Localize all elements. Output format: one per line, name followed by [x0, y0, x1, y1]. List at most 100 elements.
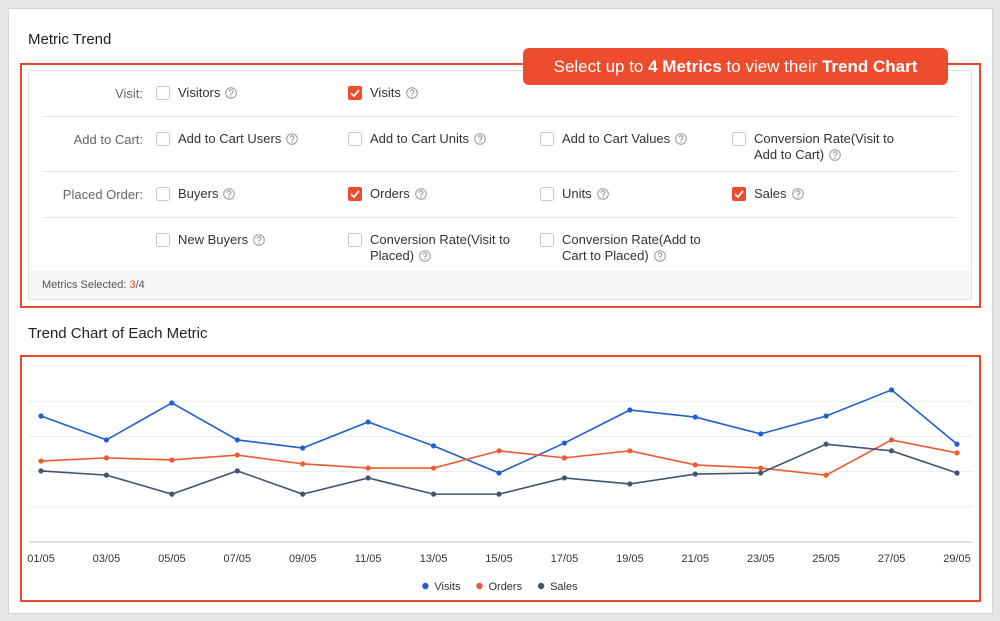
checkbox-box: [348, 233, 362, 247]
option-label: Units: [562, 186, 609, 202]
data-point: [954, 450, 960, 456]
data-point: [758, 470, 764, 476]
checkbox[interactable]: [156, 233, 170, 247]
x-tick-label: 03/05: [93, 553, 121, 565]
metric-option: New Buyers: [156, 232, 348, 264]
option-text: Conversion Rate(Visit to Placed): [370, 232, 510, 263]
help-mark: [256, 236, 262, 242]
metric-option: Orders: [348, 186, 540, 209]
legend-label: Sales: [550, 581, 578, 593]
data-point: [169, 400, 175, 406]
metric-option: Conversion Rate(Visit to Add to Cart): [732, 131, 924, 163]
group-label: Placed Order:: [62, 187, 143, 202]
help-icon: [286, 133, 299, 145]
highlight-box: [20, 63, 981, 308]
chart-title: Trend Chart of Each Metric: [28, 325, 208, 342]
help-dot: [680, 141, 682, 143]
callout-text: to view their: [721, 57, 822, 76]
checkbox[interactable]: [348, 132, 362, 146]
max-count: 4: [138, 279, 145, 291]
data-point: [300, 461, 306, 467]
data-point: [300, 445, 306, 451]
help-icon: [675, 133, 687, 145]
option-label: Sales: [754, 186, 804, 202]
x-tick-label: 29/05: [943, 553, 971, 565]
help-dot: [796, 196, 799, 198]
separator: /: [135, 279, 139, 291]
help-mark: [422, 252, 428, 258]
series-line: [40, 439, 958, 476]
help-dot: [601, 196, 604, 198]
data-point: [430, 491, 437, 497]
option-label: Conversion Rate(Visit to Add to Cart): [754, 131, 904, 163]
option-label: Add to Cart Values: [562, 131, 687, 147]
checkbox[interactable]: [348, 233, 362, 247]
option-text: Conversion Rate(Visit to Add to Cart): [754, 131, 894, 162]
option-label: New Buyers: [178, 232, 265, 248]
option-text: Add to Cart Users: [178, 131, 282, 146]
option-text: Add to Cart Units: [370, 131, 469, 146]
metric-option: Conversion Rate(Visit to Placed): [348, 232, 540, 264]
checkbox-box: [732, 187, 746, 201]
help-circle: [829, 149, 841, 161]
option-label: Conversion Rate(Visit to Placed): [370, 232, 520, 264]
checkbox[interactable]: [732, 187, 746, 201]
help-mark: [409, 89, 415, 95]
checkmark: [350, 190, 360, 199]
legend-marker: [537, 582, 545, 590]
checkbox-box: [540, 132, 554, 146]
data-point: [627, 448, 633, 454]
help-icon: [596, 188, 609, 200]
option-text: Visits: [370, 85, 401, 100]
checkbox[interactable]: [540, 233, 554, 247]
x-tick-label: 25/05: [812, 553, 840, 565]
data-point: [888, 387, 895, 393]
checkbox-box: [156, 132, 170, 146]
data-point: [234, 452, 240, 458]
data-point: [692, 471, 698, 477]
checkbox[interactable]: [732, 132, 746, 146]
help-icon: [253, 234, 265, 246]
data-point: [38, 413, 44, 419]
help-dot: [479, 141, 481, 143]
legend-marker: [422, 582, 429, 590]
footer-label: Metrics Selected:: [42, 279, 127, 291]
checkbox-box: [156, 86, 170, 100]
help-dot: [230, 95, 233, 97]
metric-option: Buyers: [156, 186, 348, 209]
legend-label: Visits: [434, 581, 461, 593]
checkbox-box: [540, 187, 554, 201]
checkbox[interactable]: [348, 187, 362, 201]
data-point: [234, 437, 240, 443]
checkbox[interactable]: [540, 132, 554, 146]
help-circle: [653, 250, 666, 262]
checkbox[interactable]: [156, 132, 170, 146]
help-dot: [258, 242, 260, 244]
metric-option: Add to Cart Users: [156, 131, 348, 163]
help-circle: [223, 188, 236, 200]
checkbox[interactable]: [540, 187, 554, 201]
option-label: Add to Cart Users: [178, 131, 299, 147]
data-point: [430, 465, 437, 471]
data-point: [561, 475, 568, 481]
help-icon: [474, 133, 486, 145]
help-mark: [832, 151, 838, 157]
callout-text: Trend Chart: [821, 57, 918, 76]
checkbox[interactable]: [348, 86, 362, 100]
checkmark: [350, 89, 360, 98]
option-label: Add to Cart Units: [370, 131, 486, 147]
checkbox[interactable]: [156, 86, 170, 100]
metric-option: Visits: [348, 85, 540, 108]
data-point: [823, 441, 829, 447]
option-text: New Buyers: [178, 232, 249, 247]
option-text: Visitors: [178, 85, 221, 100]
checkbox-box: [348, 86, 362, 100]
data-point: [496, 470, 502, 476]
checkbox[interactable]: [156, 187, 170, 201]
data-point: [38, 458, 44, 464]
help-mark: [657, 252, 663, 258]
checkbox-box: [348, 132, 362, 146]
data-point: [103, 455, 110, 461]
help-mark: [418, 190, 424, 196]
